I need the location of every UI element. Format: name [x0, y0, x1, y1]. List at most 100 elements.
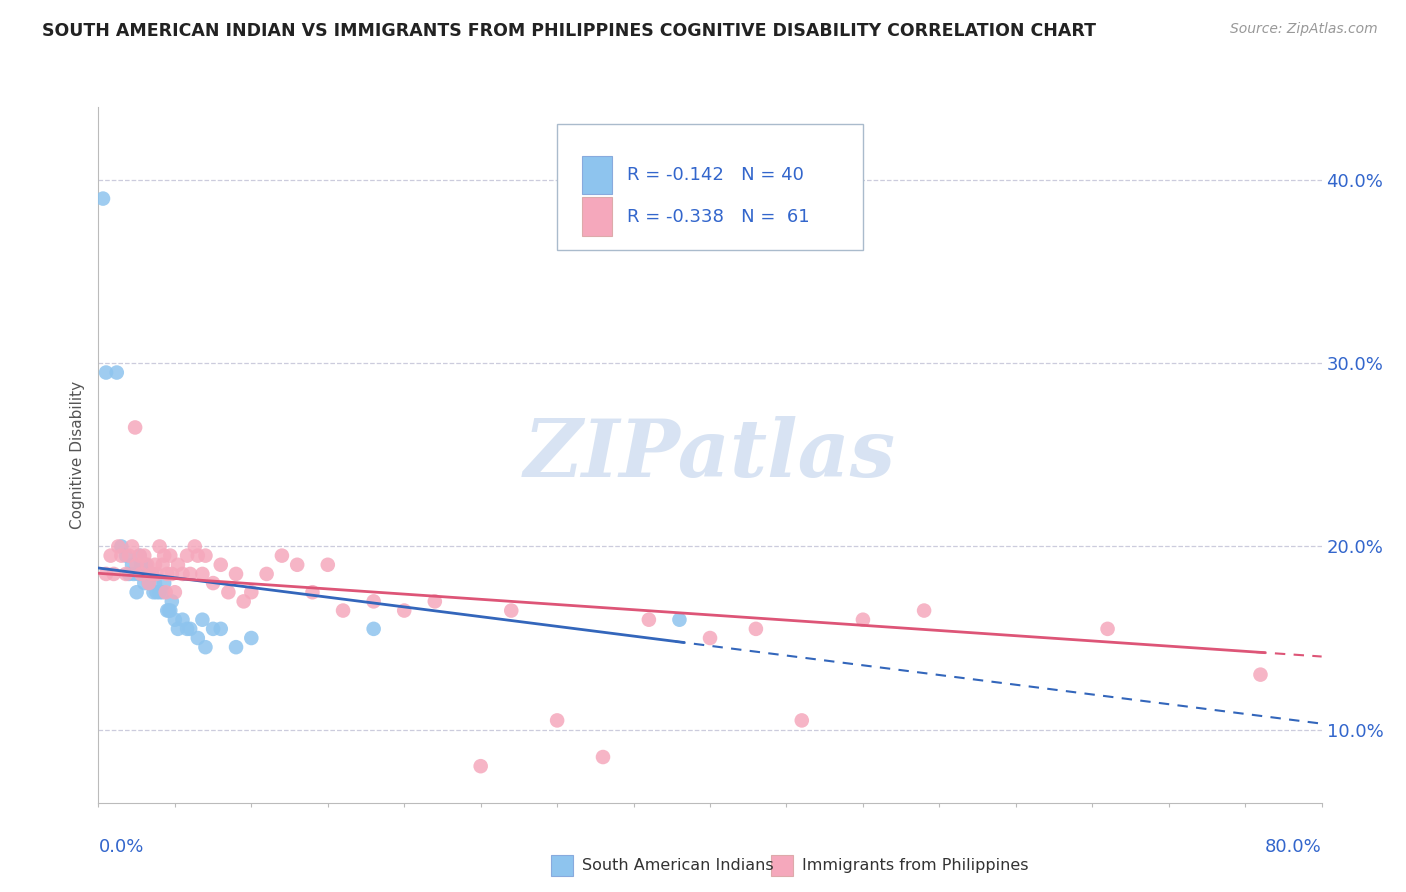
- Point: [103, 566, 125, 581]
- Point: [202, 576, 225, 591]
- Point: [138, 576, 160, 591]
- Point: [1097, 622, 1119, 636]
- Point: [176, 622, 198, 636]
- Bar: [582, 197, 612, 235]
- Bar: [772, 855, 793, 876]
- Point: [118, 549, 141, 563]
- Point: [172, 566, 194, 581]
- Point: [852, 613, 875, 627]
- Point: [745, 622, 768, 636]
- Point: [115, 549, 138, 563]
- Point: [94, 366, 117, 380]
- Point: [392, 603, 416, 617]
- Point: [912, 603, 935, 617]
- Point: [160, 566, 183, 581]
- Point: [153, 549, 176, 563]
- Point: [159, 549, 181, 563]
- Point: [159, 603, 181, 617]
- Point: [125, 558, 148, 572]
- Text: R = -0.142   N = 40: R = -0.142 N = 40: [627, 166, 804, 185]
- Text: South American Indians: South American Indians: [582, 858, 773, 873]
- Point: [110, 540, 132, 554]
- Point: [240, 585, 263, 599]
- Point: [143, 558, 166, 572]
- Bar: [582, 156, 612, 194]
- Point: [225, 566, 247, 581]
- Text: 80.0%: 80.0%: [1265, 838, 1322, 855]
- Point: [157, 603, 180, 617]
- Point: [501, 603, 523, 617]
- Point: [163, 613, 186, 627]
- Point: [179, 566, 201, 581]
- Point: [176, 549, 198, 563]
- Point: [121, 558, 143, 572]
- Point: [129, 566, 152, 581]
- Point: [122, 566, 145, 581]
- Point: [194, 640, 217, 655]
- Point: [155, 585, 177, 599]
- Point: [100, 549, 122, 563]
- Point: [167, 558, 190, 572]
- Point: [107, 540, 129, 554]
- Point: [240, 631, 263, 645]
- Point: [160, 594, 183, 608]
- Point: [136, 558, 159, 572]
- Point: [94, 566, 117, 581]
- Point: [156, 603, 179, 617]
- Point: [134, 549, 156, 563]
- Point: [301, 585, 323, 599]
- Point: [191, 566, 214, 581]
- Point: [149, 585, 172, 599]
- Point: [179, 622, 201, 636]
- Point: [172, 613, 194, 627]
- Y-axis label: Cognitive Disability: Cognitive Disability: [70, 381, 86, 529]
- Point: [142, 585, 165, 599]
- Point: [156, 566, 179, 581]
- Text: Immigrants from Philippines: Immigrants from Philippines: [801, 858, 1028, 873]
- Point: [91, 192, 114, 206]
- Point: [363, 594, 385, 608]
- Point: [470, 759, 492, 773]
- Text: Source: ZipAtlas.com: Source: ZipAtlas.com: [1230, 22, 1378, 37]
- Point: [128, 549, 150, 563]
- Point: [194, 549, 217, 563]
- Point: [141, 566, 163, 581]
- Point: [149, 540, 172, 554]
- Point: [167, 622, 190, 636]
- Point: [184, 540, 207, 554]
- Text: 0.0%: 0.0%: [98, 838, 143, 855]
- Point: [217, 585, 239, 599]
- Point: [118, 566, 141, 581]
- Point: [141, 566, 163, 581]
- Point: [202, 622, 225, 636]
- Point: [127, 566, 149, 581]
- Point: [209, 558, 232, 572]
- Point: [699, 631, 721, 645]
- Point: [332, 603, 354, 617]
- Point: [135, 558, 157, 572]
- Point: [115, 566, 138, 581]
- Point: [285, 558, 308, 572]
- Point: [152, 558, 174, 572]
- Point: [121, 540, 143, 554]
- Point: [668, 613, 690, 627]
- Point: [145, 585, 167, 599]
- Point: [124, 420, 146, 434]
- Point: [232, 594, 254, 608]
- Point: [105, 366, 128, 380]
- Point: [592, 750, 614, 764]
- Point: [256, 566, 278, 581]
- Point: [152, 585, 174, 599]
- Point: [110, 549, 132, 563]
- Point: [134, 576, 156, 591]
- Text: ZIPatlas: ZIPatlas: [524, 417, 896, 493]
- Point: [129, 558, 152, 572]
- Text: SOUTH AMERICAN INDIAN VS IMMIGRANTS FROM PHILIPPINES COGNITIVE DISABILITY CORREL: SOUTH AMERICAN INDIAN VS IMMIGRANTS FROM…: [42, 22, 1097, 40]
- FancyBboxPatch shape: [557, 124, 863, 250]
- Point: [145, 566, 167, 581]
- Point: [637, 613, 661, 627]
- Point: [270, 549, 292, 563]
- Point: [363, 622, 385, 636]
- Point: [187, 549, 209, 563]
- Point: [546, 714, 568, 728]
